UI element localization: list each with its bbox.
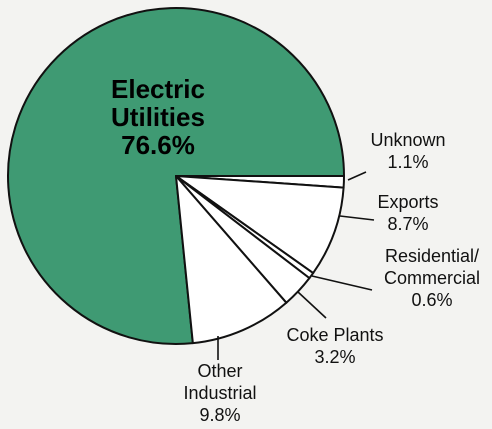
pie-slices: [7, 7, 345, 345]
label-value-exports: 8.7%: [387, 214, 428, 234]
leader-line-unknown: [347, 171, 367, 181]
leader-line-exports: [339, 215, 375, 221]
slice-labels: Electric Utilities 76.6% Unknown 1.1% Exports…: [111, 74, 480, 425]
label-other-industrial: Other Industrial 9.8%: [183, 361, 256, 425]
label-value-electric-utilities: 76.6%: [121, 130, 195, 160]
label-coke-plants: Coke Plants 3.2%: [286, 325, 383, 367]
label-text-other-industrial: Industrial: [183, 383, 256, 403]
label-exports: Exports 8.7%: [377, 192, 438, 234]
label-value-other-industrial: 9.8%: [199, 405, 240, 425]
label-text-coke-plants: Coke Plants: [286, 325, 383, 345]
slice-other-industrial: [175, 175, 288, 345]
label-text-other-industrial: Other: [197, 361, 242, 381]
label-value-residential-commercial: 0.6%: [411, 290, 452, 310]
slice-exports: [175, 175, 345, 275]
label-text-exports: Exports: [377, 192, 438, 212]
label-unknown: Unknown 1.1%: [370, 130, 445, 172]
label-value-coke-plants: 3.2%: [314, 347, 355, 367]
label-text-unknown: Unknown: [370, 130, 445, 150]
label-text-electric-utilities: Utilities: [111, 102, 205, 132]
leader-lines: [217, 171, 375, 360]
label-residential-commercial: Residential/Commercial 0.6%: [384, 246, 480, 310]
label-electric-utilities: Electric Utilities 76.6%: [111, 74, 205, 160]
label-value-unknown: 1.1%: [387, 152, 428, 172]
label-text-residential-commercial: Residential/: [385, 246, 479, 266]
leader-line-residential-commercial: [311, 275, 373, 291]
leader-line-coke-plants: [297, 291, 327, 319]
label-text-residential-commercial: Commercial: [384, 268, 480, 288]
label-text-electric-utilities: Electric: [111, 74, 205, 104]
